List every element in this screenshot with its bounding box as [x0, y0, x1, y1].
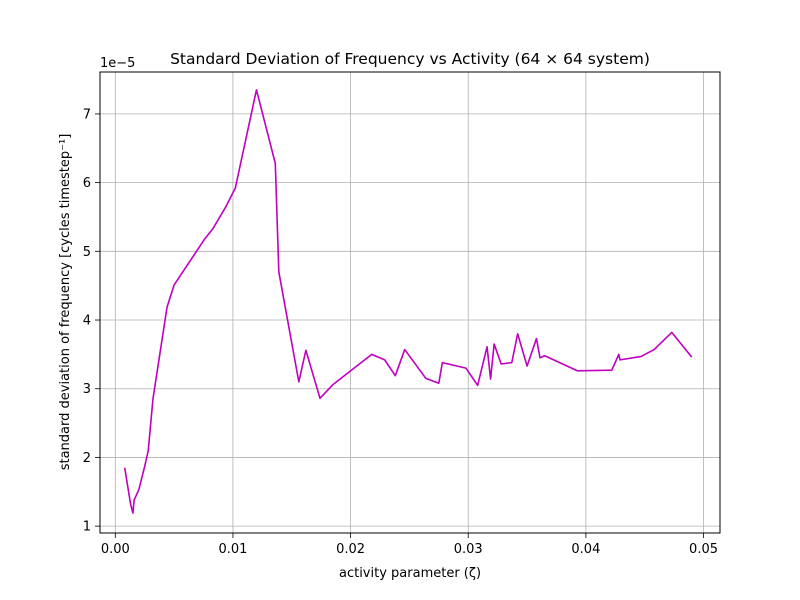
x-tick-label: 0.00 [101, 542, 130, 557]
y-tick-label: 3 [83, 382, 91, 397]
y-tick-label: 7 [83, 107, 91, 122]
y-tick-label: 1 [83, 520, 91, 535]
y-axis-label: standard deviation of frequency [cycles … [58, 134, 73, 471]
ticks: 0.00 0.01 0.02 0.03 0.04 0.05 1 2 3 4 5 6 7 [83, 107, 718, 557]
chart-title: Standard Deviation of Frequency vs Activ… [170, 50, 650, 68]
y-tick-label: 2 [83, 451, 91, 466]
series-line [123, 89, 693, 514]
axes-frame [99, 71, 721, 534]
x-axis-label: activity parameter (ζ) [339, 566, 481, 581]
plot-area [100, 72, 720, 533]
y-tick-label: 6 [83, 176, 91, 191]
x-tick-label: 0.01 [218, 542, 247, 557]
series-layer [123, 89, 693, 514]
y-tick-label: 5 [83, 245, 91, 260]
x-tick-label: 0.02 [336, 542, 365, 557]
x-tick-label: 0.04 [571, 542, 600, 557]
grid [100, 72, 720, 533]
y-offset-label: 1e−5 [100, 56, 135, 71]
y-tick-label: 4 [83, 314, 91, 329]
x-tick-label: 0.03 [454, 542, 483, 557]
x-tick-label: 0.05 [689, 542, 718, 557]
